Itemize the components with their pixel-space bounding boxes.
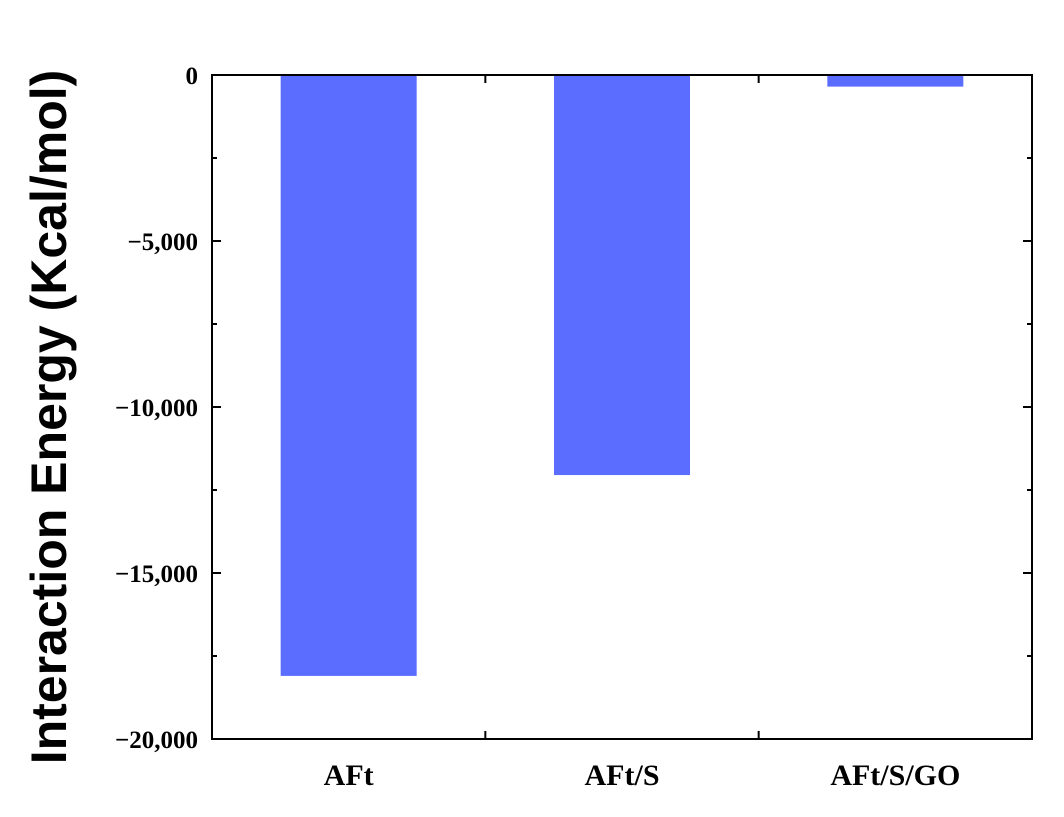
bar-aft (280, 75, 417, 676)
y-axis-title: Interaction Energy (Kcal/mol) (21, 70, 77, 765)
y-tick-label: −15,000 (115, 561, 198, 588)
x-category-label: AFt (324, 759, 374, 792)
y-tick-label: −5,000 (128, 229, 199, 256)
x-category-label: AFt/S/GO (830, 759, 960, 792)
labels-layer: 0 −5,000 −10,000 −15,000 −20,000 AFt AFt/S AFt/… (115, 63, 960, 792)
y-tick-label: −20,000 (115, 727, 198, 754)
axes-layer (211, 74, 1033, 740)
bar-aft-s (554, 75, 690, 476)
x-category-label: AFt/S (585, 759, 660, 792)
bars-layer (280, 75, 964, 676)
bar-aft-s-go (827, 75, 964, 87)
y-tick-label: −10,000 (115, 395, 198, 422)
y-tick-label: 0 (186, 63, 199, 90)
